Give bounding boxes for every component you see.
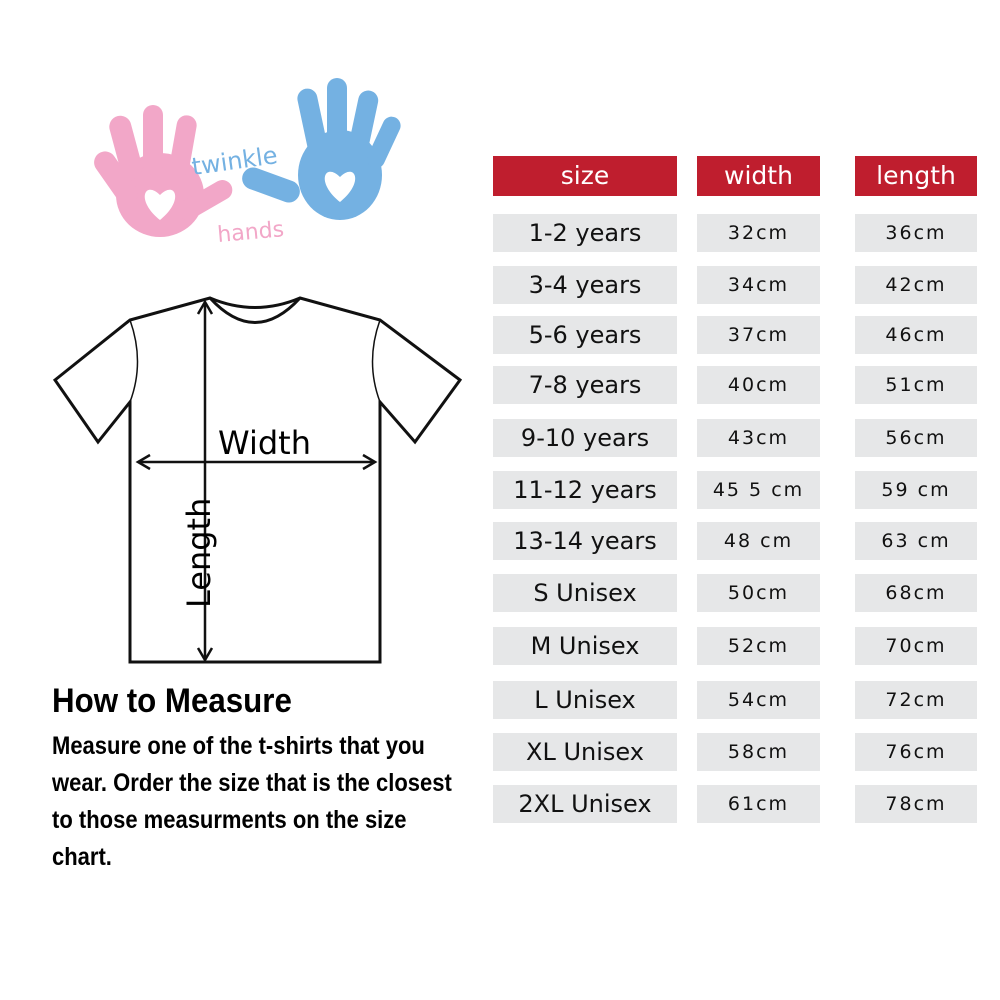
width-cell: 45 5 cm (697, 471, 820, 509)
size-cell: L Unisex (493, 681, 677, 719)
size-cell: XL Unisex (493, 733, 677, 771)
size-cell: M Unisex (493, 627, 677, 665)
width-cell: 40cm (697, 366, 820, 404)
width-cell: 43cm (697, 419, 820, 457)
twinkle-hands-logo: twinkle hands (94, 78, 401, 248)
length-cell: 68cm (855, 574, 977, 612)
header-width: width (697, 156, 820, 196)
tshirt-diagram (52, 296, 463, 664)
length-cell: 59 cm (855, 471, 977, 509)
length-cell: 70cm (855, 627, 977, 665)
length-cell: 46cm (855, 316, 977, 354)
size-cell: 1-2 years (493, 214, 677, 252)
length-cell: 63 cm (855, 522, 977, 560)
length-cell: 51cm (855, 366, 977, 404)
width-cell: 34cm (697, 266, 820, 304)
pink-hand-icon (94, 105, 233, 237)
width-cell: 61cm (697, 785, 820, 823)
blue-hand-icon (242, 78, 401, 220)
width-cell: 58cm (697, 733, 820, 771)
length-label: Length (180, 497, 218, 608)
size-cell: 9-10 years (493, 419, 677, 457)
size-cell: S Unisex (493, 574, 677, 612)
how-to-measure-text: Measure one of the t-shirts that you wea… (52, 732, 452, 871)
width-label: Width (218, 424, 311, 462)
size-cell: 5-6 years (493, 316, 677, 354)
logo-text-hands: hands (216, 217, 285, 248)
width-cell: 50cm (697, 574, 820, 612)
size-cell: 3-4 years (493, 266, 677, 304)
length-cell: 72cm (855, 681, 977, 719)
length-cell: 56cm (855, 419, 977, 457)
size-cell: 7-8 years (493, 366, 677, 404)
width-cell: 37cm (697, 316, 820, 354)
size-cell: 2XL Unisex (493, 785, 677, 823)
width-cell: 54cm (697, 681, 820, 719)
width-cell: 52cm (697, 627, 820, 665)
header-size: size (493, 156, 677, 196)
size-cell: 11-12 years (493, 471, 677, 509)
length-cell: 36cm (855, 214, 977, 252)
length-cell: 78cm (855, 785, 977, 823)
width-cell: 48 cm (697, 522, 820, 560)
length-cell: 76cm (855, 733, 977, 771)
size-cell: 13-14 years (493, 522, 677, 560)
length-cell: 42cm (855, 266, 977, 304)
width-cell: 32cm (697, 214, 820, 252)
header-length: length (855, 156, 977, 196)
how-to-measure-title: How to Measure (52, 682, 292, 720)
